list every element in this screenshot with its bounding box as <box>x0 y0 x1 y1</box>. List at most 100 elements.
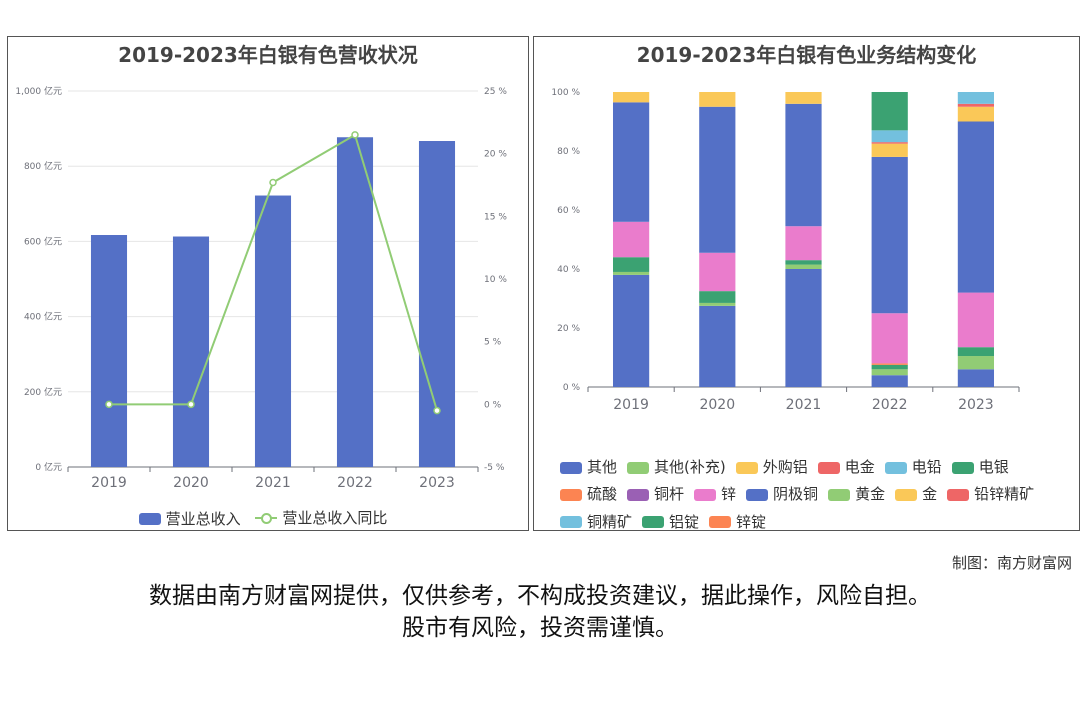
legend-label: 锌锭 <box>736 512 767 531</box>
chart-title: 2019-2023年白银有色业务结构变化 <box>636 43 977 67</box>
disclaimer: 数据由南方财富网提供，仅供参考，不构成投资建议，据此操作，风险自担。 股市有风险… <box>0 580 1080 644</box>
bar-segment-2021 <box>785 269 822 387</box>
legend-item[interactable]: 锌 <box>694 482 736 508</box>
legend-item[interactable]: 铜精矿 <box>560 510 632 536</box>
legend-item[interactable]: 铜杆 <box>627 482 684 508</box>
bar-revenue-2020 <box>172 236 210 467</box>
y2-tick-label: 5 % <box>484 338 502 348</box>
structure-chart-svg: 0 % 20 % 40 % 60 % 80 % 100 % 2019 2020 2021 2022… <box>551 88 1020 413</box>
bar-revenue-2021 <box>254 195 292 467</box>
bar-segment-2021 <box>785 103 822 227</box>
bar-segment-2020 <box>699 252 736 292</box>
x-tick-label: 2019 <box>91 475 127 491</box>
legend-swatch <box>895 489 918 501</box>
bar-segment-2021 <box>785 264 822 269</box>
bar-segment-2023 <box>957 369 995 387</box>
x-tick-label: 2021 <box>255 475 291 491</box>
bar-segment-2020 <box>699 302 736 306</box>
revenue-chart-panel: 2019-2023年白银有色营收状况 0 亿元 200 亿元 400 亿元 600 亿… <box>7 36 529 531</box>
legend-item[interactable]: 电银 <box>951 455 1009 481</box>
legend-item[interactable]: 其他(补充) <box>627 455 726 481</box>
legend-label: 电银 <box>978 458 1009 476</box>
y-tick-label: 800 亿元 <box>24 160 62 172</box>
bar-segment-2019 <box>612 257 650 272</box>
legend-label: 硫酸 <box>587 485 618 504</box>
legend-item[interactable]: 电金 <box>817 455 875 481</box>
x-tick-label: 2023 <box>419 475 455 491</box>
legend-item[interactable]: 阴极铜 <box>746 482 818 508</box>
y-tick-label: 200 亿元 <box>24 386 62 398</box>
legend-swatch <box>694 489 717 501</box>
yoy-point-2020 <box>187 400 195 409</box>
legend-item[interactable]: 外购铝 <box>735 455 808 481</box>
legend-swatch <box>947 489 970 501</box>
legend-label: 电铅 <box>911 458 942 476</box>
bar-revenue-2023 <box>418 141 456 467</box>
yoy-point-2019 <box>105 400 113 409</box>
legend-label: 铜杆 <box>654 485 685 504</box>
legend-item[interactable]: 锌锭 <box>709 510 766 536</box>
legend-item[interactable]: 黄金 <box>828 482 885 508</box>
legend-label: 营业总收入 <box>165 510 241 528</box>
x-tick-label: 2021 <box>786 397 822 413</box>
x-tick-label: 2020 <box>173 475 209 491</box>
y-tick-label: 20 % <box>557 324 580 334</box>
bar-segment-2020 <box>699 305 736 387</box>
legend-item[interactable]: 硫酸 <box>560 482 617 508</box>
y-tick-label: 600 亿元 <box>24 235 62 247</box>
bar-segment-2020 <box>699 291 736 303</box>
bar-segment-2023 <box>957 356 995 370</box>
legend-swatch <box>735 461 758 474</box>
legend-swatch <box>951 461 974 474</box>
bar-segment-2019 <box>612 221 650 258</box>
bar-segment-2021 <box>785 226 822 261</box>
y2-tick-label: 10 % <box>484 275 507 285</box>
y-tick-label: 0 % <box>563 383 581 393</box>
legend-item[interactable]: 金 <box>895 482 937 508</box>
legend-label: 锌 <box>721 485 737 504</box>
legend-item[interactable]: 电铅 <box>884 455 942 481</box>
legend-label: 金 <box>922 485 938 504</box>
chart-legend: 其他 其他(补充) 外购铝 电金 电铅 电银硫酸 铜杆 锌 阴极铜 黄金 金 铅锌精矿铜精矿 铝锭 锌锭 <box>560 455 1080 537</box>
y-tick-label: 100 % <box>551 88 580 98</box>
revenue-chart-svg: 0 亿元 200 亿元 400 亿元 600 亿元 800 亿元 1,000 亿元 -5 %… <box>15 85 507 491</box>
yoy-point-2023 <box>433 406 441 415</box>
legend-item[interactable]: 铅锌精矿 <box>947 482 1034 508</box>
bar-segment-2022 <box>871 375 908 387</box>
legend-swatch <box>642 516 665 529</box>
legend-item[interactable]: 铝锭 <box>642 510 699 536</box>
legend-swatch <box>560 489 582 501</box>
bar-segment-2023 <box>957 103 995 107</box>
legend-item-revenue[interactable]: 营业总收入 <box>138 508 241 529</box>
bar-segment-2022 <box>871 313 908 364</box>
bar-segment-2019 <box>612 102 650 222</box>
business-structure-chart-panel: 2019-2023年白银有色业务结构变化 0 % 20 % 40 % 60 % 80 %… <box>533 36 1080 531</box>
legend-label: 营业总收入同比 <box>282 509 388 527</box>
bar-segment-2022 <box>871 143 908 157</box>
x-tick-label: 2022 <box>337 475 373 491</box>
legend-swatch <box>828 489 851 501</box>
bar-segment-2022 <box>871 363 908 365</box>
y-tick-label: 0 亿元 <box>35 461 62 473</box>
bar-segment-2023 <box>957 92 995 104</box>
bar-segment-2021 <box>785 92 822 104</box>
bar-segment-2022 <box>871 369 908 376</box>
bar-segment-2023 <box>957 292 995 348</box>
legend-item-yoy[interactable]: 营业总收入同比 <box>255 507 387 528</box>
bar-segment-2021 <box>785 260 822 265</box>
chart-title: 2019-2023年白银有色营收状况 <box>118 43 418 67</box>
y2-tick-label: 25 % <box>484 87 507 97</box>
legend-item[interactable]: 其他 <box>560 455 617 481</box>
y2-tick-label: 20 % <box>484 150 507 160</box>
bar-segment-2020 <box>699 106 736 253</box>
disclaimer-line-1: 数据由南方财富网提供，仅供参考，不构成投资建议，据此操作，风险自担。 <box>149 583 931 609</box>
bar-segment-2022 <box>871 364 908 370</box>
x-tick-label: 2022 <box>872 397 908 413</box>
bar-segment-2023 <box>957 106 995 122</box>
legend-label: 其他(补充) <box>654 458 726 476</box>
legend-swatch <box>627 461 650 474</box>
bar-segment-2023 <box>957 121 995 293</box>
x-tick-label: 2020 <box>699 397 735 413</box>
legend-label: 阴极铜 <box>773 485 819 504</box>
bar-segment-2020 <box>699 92 736 107</box>
